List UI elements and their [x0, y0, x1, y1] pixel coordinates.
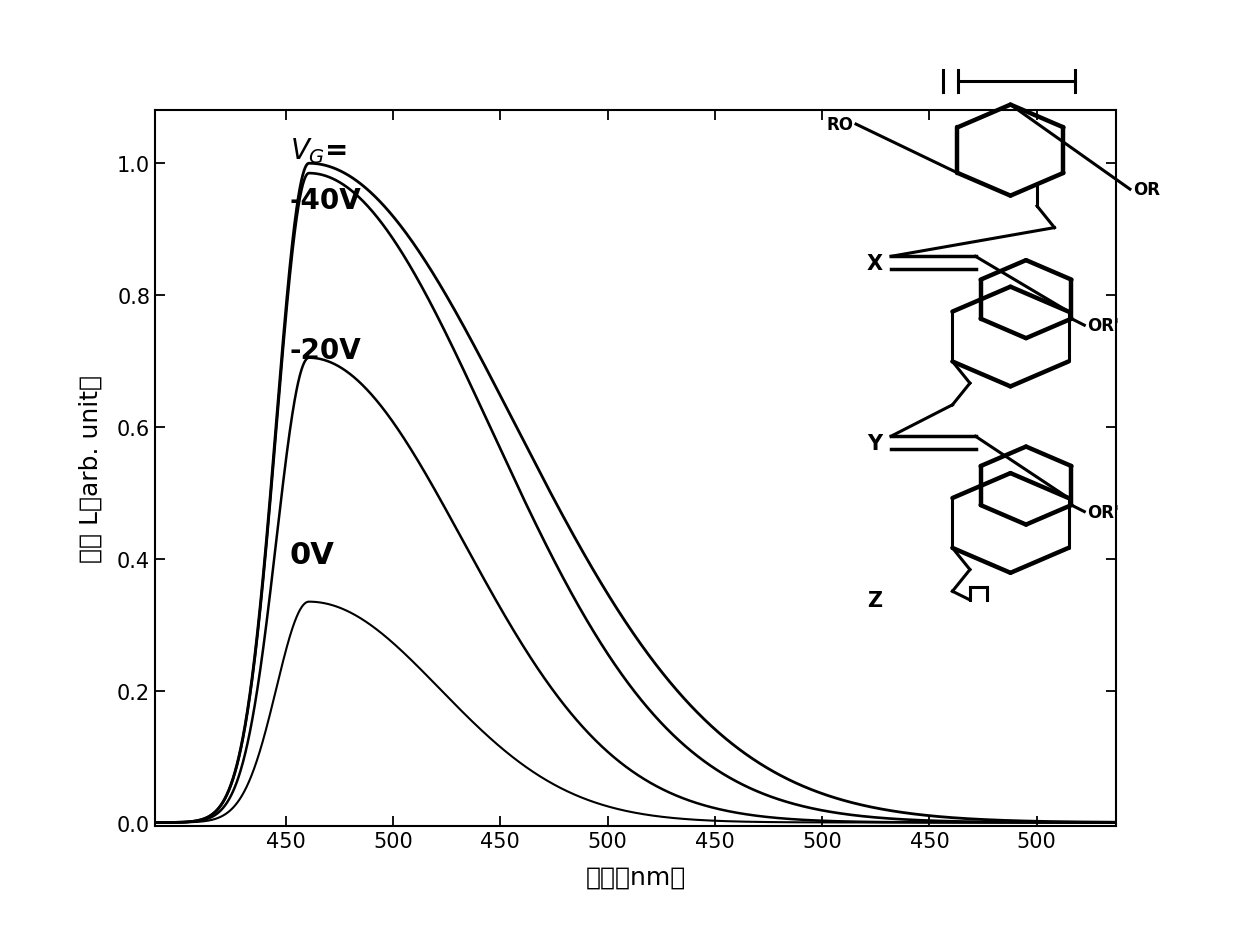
- Text: $V_G$=: $V_G$=: [290, 136, 347, 166]
- Text: Z: Z: [867, 590, 883, 611]
- Text: OR': OR': [1087, 503, 1120, 521]
- Text: -20V: -20V: [290, 337, 361, 365]
- Text: OR: OR: [1133, 181, 1159, 199]
- Text: X: X: [866, 253, 883, 274]
- X-axis label: 波长（nm）: 波长（nm）: [585, 865, 686, 889]
- Y-axis label: 辉度 L（arb. unit）: 辉度 L（arb. unit）: [79, 375, 103, 562]
- Text: OR': OR': [1087, 316, 1120, 335]
- Text: Y: Y: [867, 433, 883, 453]
- Text: -40V: -40V: [290, 187, 361, 214]
- Text: 0V: 0V: [290, 540, 335, 569]
- Text: RO: RO: [826, 116, 853, 134]
